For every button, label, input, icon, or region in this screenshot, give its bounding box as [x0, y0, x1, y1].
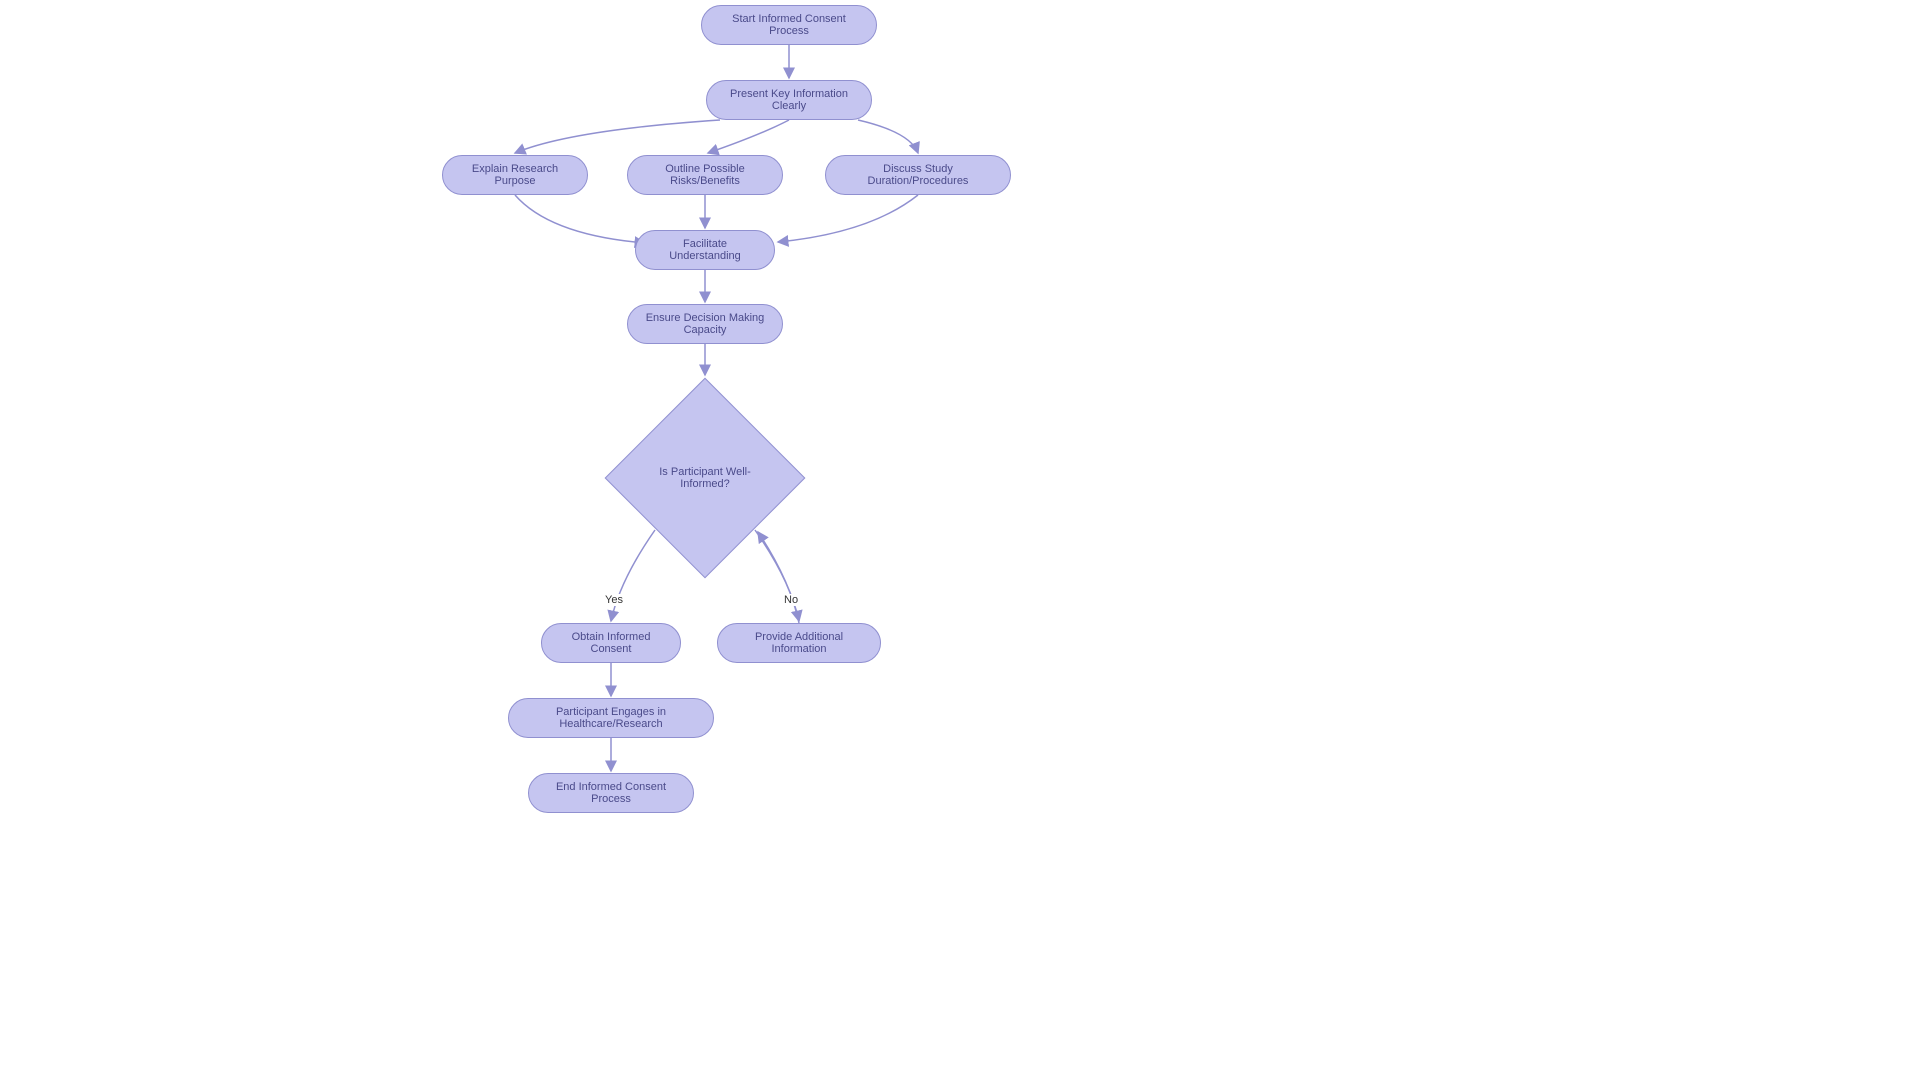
edge-label-no: No	[782, 594, 800, 606]
node-engage-label: Participant Engages in Healthcare/Resear…	[525, 706, 697, 730]
node-start: Start Informed Consent Process	[701, 5, 877, 45]
node-start-label: Start Informed Consent Process	[718, 13, 860, 37]
node-ensure-label: Ensure Decision Making Capacity	[644, 312, 766, 336]
node-outline: Outline Possible Risks/Benefits	[627, 155, 783, 195]
node-obtain: Obtain Informed Consent	[541, 623, 681, 663]
node-ensure: Ensure Decision Making Capacity	[627, 304, 783, 344]
node-additional-label: Provide Additional Information	[734, 631, 864, 655]
node-facilitate: Facilitate Understanding	[635, 230, 775, 270]
node-present-label: Present Key Information Clearly	[723, 88, 855, 112]
node-end: End Informed Consent Process	[528, 773, 694, 813]
node-present: Present Key Information Clearly	[706, 80, 872, 120]
node-explain: Explain Research Purpose	[442, 155, 588, 195]
node-discuss: Discuss Study Duration/Procedures	[825, 155, 1011, 195]
node-engage: Participant Engages in Healthcare/Resear…	[508, 698, 714, 738]
node-facilitate-label: Facilitate Understanding	[652, 238, 758, 262]
node-discuss-label: Discuss Study Duration/Procedures	[842, 163, 994, 187]
node-obtain-label: Obtain Informed Consent	[558, 631, 664, 655]
node-explain-label: Explain Research Purpose	[459, 163, 571, 187]
node-additional: Provide Additional Information	[717, 623, 881, 663]
node-end-label: End Informed Consent Process	[545, 781, 677, 805]
edge-label-yes: Yes	[603, 594, 625, 606]
node-decision-label: Is Participant Well-Informed?	[635, 466, 775, 490]
edge-label-yes-text: Yes	[605, 594, 623, 606]
node-outline-label: Outline Possible Risks/Benefits	[644, 163, 766, 187]
edge-label-no-text: No	[784, 594, 798, 606]
